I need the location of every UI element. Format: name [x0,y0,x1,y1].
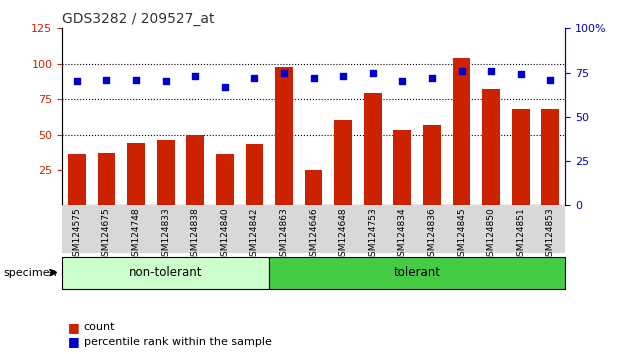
Text: GSM124851: GSM124851 [516,208,525,262]
Text: GSM124840: GSM124840 [220,208,229,262]
Point [397,79,407,84]
Point [72,79,82,84]
Point [545,77,555,82]
Bar [364,93,382,205]
Point [190,73,200,79]
Text: GSM124842: GSM124842 [250,208,259,262]
Bar [512,109,530,205]
Point [131,77,141,82]
Point [309,75,319,81]
Bar [453,58,471,205]
Point [368,70,378,75]
Bar [97,153,116,205]
Bar [275,67,293,205]
Text: GSM124833: GSM124833 [161,208,170,262]
Point [101,77,111,82]
Text: GSM124836: GSM124836 [427,208,437,262]
Text: ■: ■ [68,335,80,348]
Bar [394,130,411,205]
Bar [245,144,263,205]
Text: GSM124863: GSM124863 [279,208,289,262]
Bar [334,120,352,205]
Bar [216,154,233,205]
Text: GSM124853: GSM124853 [546,208,555,262]
Text: GSM124850: GSM124850 [487,208,496,262]
Text: GSM124646: GSM124646 [309,208,318,262]
Text: ■: ■ [68,321,80,334]
Bar [483,89,500,205]
Point [250,75,260,81]
Bar [68,154,86,205]
Text: GSM124575: GSM124575 [73,208,81,262]
Bar [542,109,559,205]
Point [456,68,466,74]
Text: tolerant: tolerant [394,266,441,279]
Text: specimen: specimen [3,268,57,278]
Point [220,84,230,90]
Text: GSM124753: GSM124753 [368,208,378,262]
Point [161,79,171,84]
Text: count: count [84,322,116,332]
Point [427,75,437,81]
Point [338,73,348,79]
Bar [127,143,145,205]
Point [486,68,496,74]
Text: GSM124748: GSM124748 [132,208,140,262]
Bar [305,170,322,205]
Point [516,72,526,77]
Text: GDS3282 / 209527_at: GDS3282 / 209527_at [62,12,215,26]
Text: GSM124845: GSM124845 [457,208,466,262]
Point [279,70,289,75]
Text: GSM124648: GSM124648 [338,208,348,262]
Text: GSM124675: GSM124675 [102,208,111,262]
Bar [156,140,175,205]
Bar [423,125,441,205]
Text: GSM124838: GSM124838 [191,208,200,262]
Text: GSM124834: GSM124834 [398,208,407,262]
Text: percentile rank within the sample: percentile rank within the sample [84,337,272,347]
Text: non-tolerant: non-tolerant [129,266,202,279]
Bar [186,135,204,205]
